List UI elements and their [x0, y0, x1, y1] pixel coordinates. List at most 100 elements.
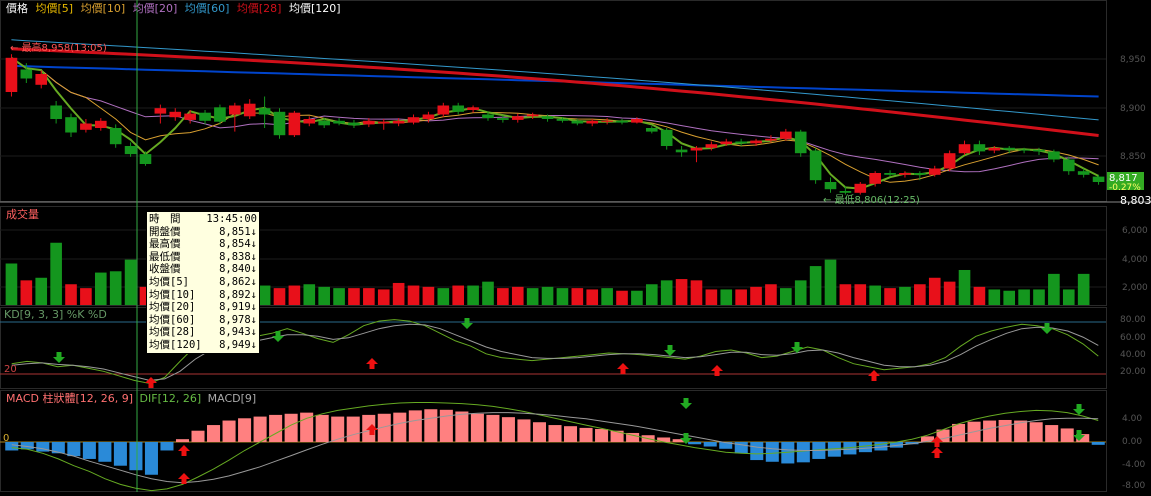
buy-arrow-icon: [711, 365, 723, 376]
candle: [631, 119, 643, 123]
tooltip-label: 均價[28]: [149, 326, 196, 339]
candle: [333, 120, 345, 124]
candle: [184, 113, 196, 120]
candle: [80, 123, 92, 130]
buy-arrow-icon: [366, 424, 378, 435]
macd-bar: [564, 426, 578, 442]
candle: [109, 128, 122, 145]
tooltip-value: 13:45:00: [206, 213, 257, 225]
volume-bar: [407, 285, 420, 305]
macd-bar: [129, 442, 143, 471]
price-tick: 8,850: [1120, 152, 1146, 162]
macd-bar: [191, 430, 205, 442]
macd-bar: [905, 442, 919, 445]
tooltip-row: 均價[20] 8,919↓: [149, 301, 257, 314]
volume-bar: [899, 286, 911, 305]
volume-bar: [1018, 289, 1030, 305]
volume-bar: [750, 286, 762, 305]
candle: [780, 131, 792, 139]
volume-bar: [794, 280, 807, 305]
macd-bar: [175, 439, 190, 442]
macd-bar: [1076, 434, 1090, 442]
legend-ma10: 均價[10]: [81, 1, 126, 15]
ma10-line: [11, 57, 1099, 183]
candle: [94, 120, 107, 128]
tooltip-value: 8,978↓: [219, 313, 257, 326]
candle: [645, 128, 658, 132]
macd-bar: [424, 409, 438, 442]
macd-bar: [501, 417, 515, 442]
candle: [1077, 171, 1090, 175]
volume-bar: [541, 286, 554, 305]
candle: [765, 138, 777, 141]
macd-bar: [517, 419, 531, 442]
macd-bar: [532, 422, 546, 442]
volume-bar: [1062, 289, 1075, 305]
candle: [899, 173, 911, 175]
candle: [914, 173, 926, 175]
legend-ma5: 均價[5]: [36, 1, 74, 15]
macd-bar: [222, 420, 236, 442]
volume-title: 成交量: [6, 207, 39, 221]
macd-bar: [284, 413, 298, 442]
macd-bar: [595, 429, 609, 442]
candle: [407, 117, 420, 123]
candle: [169, 111, 182, 118]
volume-bar: [645, 284, 658, 305]
tooltip-row: 時 間 13:45:00: [149, 213, 257, 226]
macd-bar: [5, 442, 19, 451]
macd-tick: 4.00: [1122, 414, 1142, 424]
candle: [928, 168, 941, 175]
tooltip-row: 最低價 8,838↓: [149, 251, 257, 264]
volume-tick: 2,000: [1122, 283, 1148, 293]
candle: [705, 144, 718, 148]
macd-bar: [827, 442, 841, 457]
macd-bar: [160, 442, 174, 451]
macd-bar: [1091, 442, 1105, 445]
legend-price: 價格: [6, 1, 28, 15]
tooltip-value: 8,919↓: [219, 301, 257, 314]
volume-bar: [109, 271, 122, 305]
tooltip-row: 開盤價 8,851↓: [149, 226, 257, 239]
volume-bar: [809, 266, 822, 305]
candle: [854, 183, 867, 193]
candle: [809, 150, 822, 181]
tooltip-row: 均價[28] 8,943↓: [149, 326, 257, 339]
volume-bar: [735, 289, 747, 305]
tooltip-row: 最高價 8,854↓: [149, 238, 257, 251]
volume-bar: [869, 285, 881, 305]
tooltip-value: 8,838↓: [219, 250, 257, 263]
macd-bar: [1045, 425, 1059, 442]
panel-border: [0, 0, 1107, 202]
buy-arrow-icon: [145, 377, 157, 388]
volume-bar: [437, 288, 450, 305]
volume-bar: [258, 285, 271, 305]
candle: [273, 111, 286, 136]
data-tooltip: 時 間 13:45:00 開盤價 8,851↓ 最高價 8,854↓ 最低價 8,838↓ 收盤…: [146, 211, 260, 354]
tooltip-label: 均價[120]: [149, 338, 202, 351]
tooltip-label: 收盤價: [149, 263, 181, 276]
volume-bar: [303, 284, 316, 305]
signal-arrows: [53, 318, 1085, 484]
volume-bar: [601, 288, 613, 305]
volume-bar: [50, 242, 62, 305]
low-annotation: ← 最低8,806(12:25): [823, 193, 920, 206]
candle: [214, 107, 226, 122]
macd-bar: [51, 442, 65, 454]
tooltip-value: 8,862↓: [219, 275, 257, 288]
candle: [556, 119, 569, 121]
legend: 價格 均價[5] 均價[10] 均價[20] 均價[60] 均價[28] 均價[…: [6, 1, 341, 15]
candle: [750, 140, 762, 144]
kd-ref-label: 20: [4, 364, 17, 375]
sell-arrow-icon: [1041, 323, 1053, 334]
tooltip-row: 均價[5] 8,862↓: [149, 276, 257, 289]
volume-bar: [705, 289, 718, 305]
volume-bar: [511, 286, 524, 305]
macd-bar: [346, 416, 360, 442]
dif-line: [11, 402, 1099, 492]
macd-bar: [207, 425, 221, 442]
tooltip-value: 8,892↓: [219, 288, 257, 301]
candle: [526, 114, 539, 117]
macd-bar: [269, 414, 283, 442]
